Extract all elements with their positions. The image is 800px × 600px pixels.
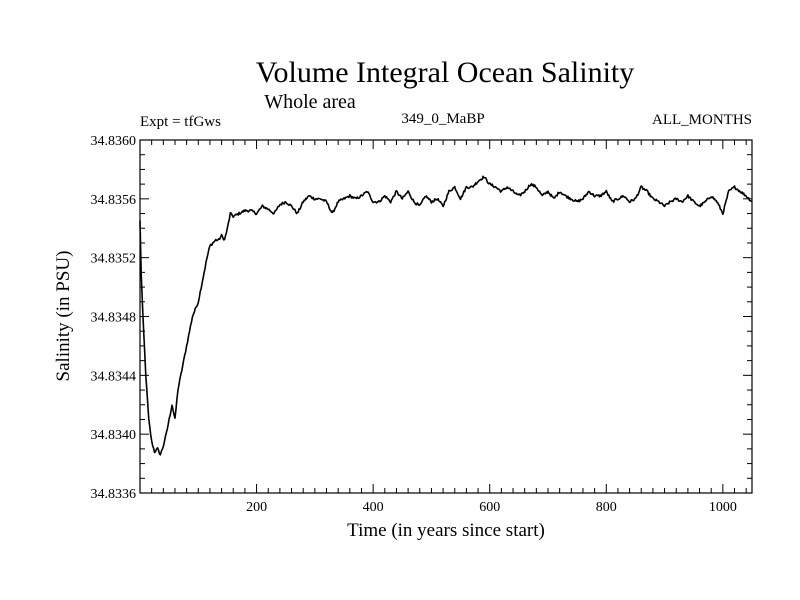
axis-ticks: [140, 140, 752, 493]
y-tick-label: 34.8340: [91, 428, 137, 443]
salinity-series-line: [139, 175, 753, 456]
plot-frame: [139, 139, 753, 494]
y-tick-label: 34.8344: [91, 369, 137, 384]
x-tick-label: 200: [246, 500, 267, 515]
period-label: 349_0_MaBP: [401, 111, 484, 127]
x-tick-label: 800: [596, 500, 617, 515]
y-tick-label: 34.8352: [91, 252, 137, 267]
chart-title: Volume Integral Ocean Salinity: [256, 56, 635, 89]
y-tick-label: 34.8356: [91, 193, 137, 208]
y-tick-label: 34.8360: [91, 134, 137, 149]
x-tick-label: 1000: [709, 500, 737, 515]
series-layer: [139, 175, 753, 456]
x-tick-label: 400: [363, 500, 384, 515]
tick-labels: 200 400 600 800 1000 34.8336 34.8340 34.8344 34.…: [91, 134, 737, 515]
y-tick-label: 34.8336: [91, 487, 137, 502]
x-axis-title: Time (in years since start): [347, 520, 545, 541]
months-label: ALL_MONTHS: [652, 112, 752, 128]
x-tick-label: 600: [479, 500, 500, 515]
experiment-label: Expt = tfGws: [140, 114, 221, 130]
chart-subtitle: Whole area: [264, 91, 356, 113]
y-tick-label: 34.8348: [91, 311, 137, 326]
y-axis-title: Salinity (in PSU): [53, 251, 74, 382]
